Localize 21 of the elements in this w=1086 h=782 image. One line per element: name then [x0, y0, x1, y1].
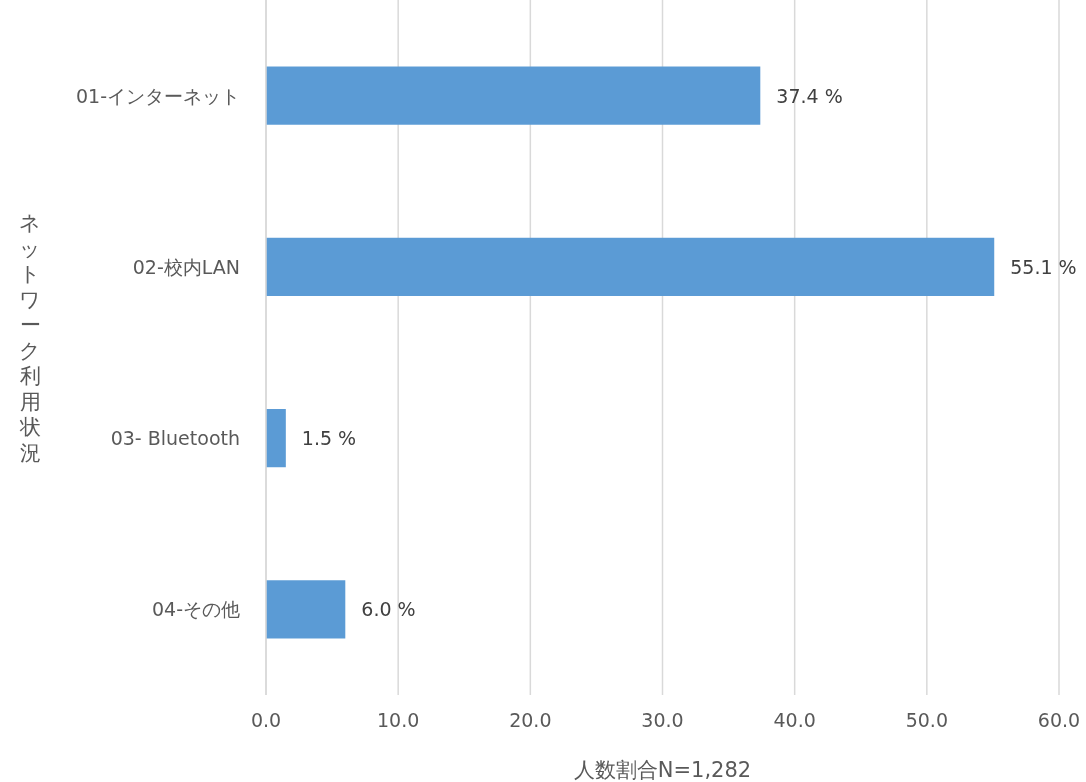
- bar: [266, 409, 286, 468]
- x-tick-label: 0.0: [250, 709, 282, 731]
- y-tick-label: 02-校内LAN: [132, 255, 240, 278]
- bar: [266, 580, 346, 639]
- data-label: 55.1 %: [1010, 255, 1077, 278]
- bar: [266, 237, 995, 296]
- y-tick-label: 04-その他: [151, 598, 240, 621]
- text: ネットワーク利用状況: [19, 211, 41, 465]
- x-tick-label: 10.0: [377, 709, 420, 731]
- x-tick-label: 50.0: [905, 709, 948, 731]
- x-tick-label: 40.0: [773, 709, 816, 731]
- y-tick-label: 01-インターネット: [75, 84, 240, 107]
- x-axis-title: 人数割合N=1,282: [573, 758, 752, 782]
- data-label: 1.5 %: [301, 427, 357, 450]
- x-tick-label: 60.0: [1037, 709, 1081, 731]
- y-tick-label: 03- Bluetooth: [110, 427, 240, 450]
- x-tick-label: 30.0: [641, 709, 684, 731]
- data-label: 37.4 %: [776, 84, 843, 107]
- data-label: 6.0 %: [361, 598, 416, 621]
- x-tick-label: 20.0: [509, 709, 552, 731]
- bar: [266, 66, 761, 125]
